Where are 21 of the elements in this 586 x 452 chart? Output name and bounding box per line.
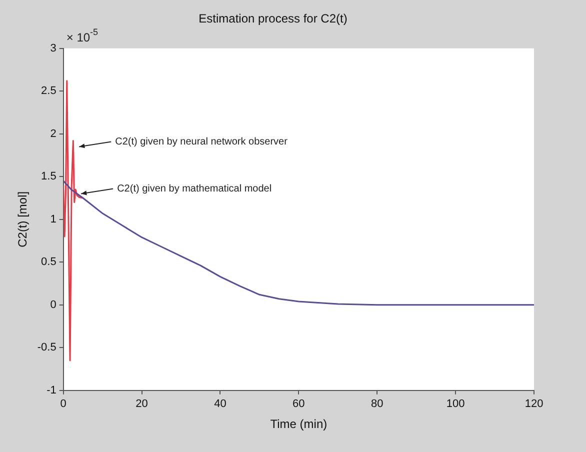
y-tick-label: 1.5 (41, 170, 56, 183)
chart-title: Estimation process for C2(t) (198, 12, 348, 26)
y-tick-label: 1 (50, 213, 56, 226)
x-tick-label: 100 (446, 398, 465, 410)
y-tick-label: 2 (50, 128, 56, 140)
x-tick-label: 40 (214, 398, 226, 410)
y-tick-label: 0.5 (41, 256, 56, 268)
y-tick-label: -1 (46, 384, 56, 396)
annotation: C2(t) given by mathematical model (117, 184, 272, 194)
x-axis-title: Time (min) (270, 417, 328, 432)
y-tick-label: 3 (50, 42, 56, 54)
y-tick-label: -0.5 (37, 342, 56, 354)
x-tick-label: 120 (524, 398, 544, 410)
x-tick-label: 0 (60, 398, 66, 410)
y-tick-label: 0 (50, 298, 56, 311)
y-axis-title: C2(t) [mol] (16, 191, 30, 248)
y-tick-label: 2.5 (41, 85, 56, 98)
x-tick-label: 20 (136, 398, 148, 410)
x-tick-label: 80 (370, 398, 384, 410)
annotation: C2(t) given by neural network observer (115, 136, 288, 148)
x-tick-label: 60 (292, 398, 305, 410)
